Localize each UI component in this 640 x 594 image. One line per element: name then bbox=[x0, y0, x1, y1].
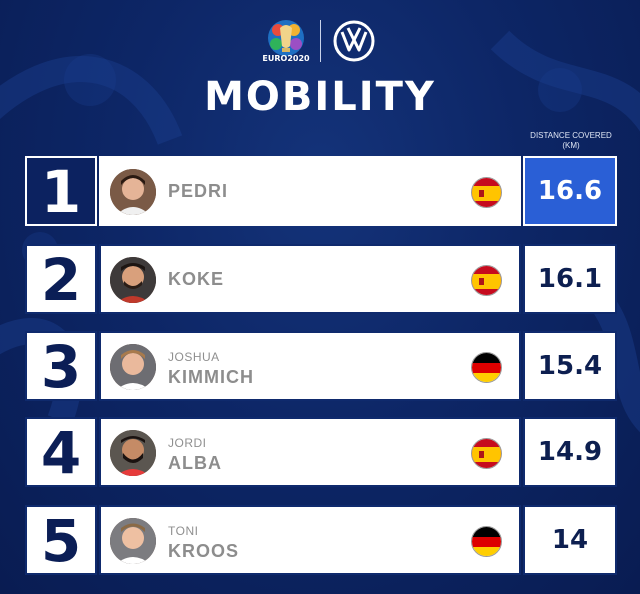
euro2020-trophy-icon bbox=[268, 20, 304, 56]
player-last-name: KIMMICH bbox=[168, 367, 254, 387]
player-last-name: KOKE bbox=[168, 269, 225, 289]
distance-value: 16.6 bbox=[537, 176, 603, 206]
player-last-name: ALBA bbox=[168, 453, 222, 473]
leaderboard-row: 4 JORDI ALBA 14.9 bbox=[23, 415, 619, 489]
player-first-name: JOSHUA bbox=[168, 350, 220, 364]
distance-column-label-unit: (KM) bbox=[562, 141, 580, 150]
vw-logo-icon bbox=[333, 20, 375, 62]
germany-flag-icon bbox=[471, 352, 502, 383]
player-cell: TONI KROOS bbox=[99, 505, 521, 575]
rank-cell: 5 bbox=[25, 505, 97, 575]
distance-column-label-main: DISTANCE COVERED bbox=[530, 131, 612, 140]
rank-number: 2 bbox=[40, 246, 82, 314]
page-title: MOBILITY bbox=[204, 74, 436, 120]
euro2020-wordmark: EURO2020 bbox=[262, 54, 310, 63]
distance-column-label: DISTANCE COVERED (KM) bbox=[521, 131, 621, 151]
player-avatar bbox=[110, 169, 156, 215]
rank-number: 5 bbox=[40, 507, 82, 575]
player-first-name: JORDI bbox=[168, 436, 207, 450]
player-avatar bbox=[110, 518, 156, 564]
rank-number: 1 bbox=[40, 158, 82, 226]
leaderboard-row: 3 JOSHUA KIMMICH 15.4 bbox=[23, 329, 619, 403]
player-last-name: PEDRI bbox=[168, 181, 229, 201]
spain-flag-icon bbox=[471, 177, 502, 208]
distance-value: 15.4 bbox=[537, 351, 603, 381]
spain-flag-icon bbox=[471, 265, 502, 296]
rank-cell: 2 bbox=[25, 244, 97, 314]
distance-value: 14 bbox=[551, 525, 589, 555]
rank-number: 3 bbox=[40, 333, 82, 401]
player-first-name: TONI bbox=[168, 524, 199, 538]
rank-number: 4 bbox=[40, 419, 82, 487]
player-avatar bbox=[110, 344, 156, 390]
rank-cell: 1 bbox=[25, 156, 97, 226]
leaderboard-row: 5 TONI KROOS 14 bbox=[23, 503, 619, 577]
player-avatar bbox=[110, 430, 156, 476]
player-last-name: KROOS bbox=[168, 541, 240, 561]
leaderboard-row: 1 PEDRI 16.6 bbox=[23, 154, 619, 228]
player-cell: PEDRI bbox=[99, 156, 521, 226]
distance-cell: 16.6 bbox=[523, 156, 617, 226]
distance-value: 14.9 bbox=[537, 437, 603, 467]
player-cell: JORDI ALBA bbox=[99, 417, 521, 487]
player-avatar bbox=[110, 257, 156, 303]
player-cell: JOSHUA KIMMICH bbox=[99, 331, 521, 401]
leaderboard-row: 2 KOKE 16.1 bbox=[23, 242, 619, 316]
spain-flag-icon bbox=[471, 438, 502, 469]
rank-cell: 4 bbox=[25, 417, 97, 487]
distance-cell: 14 bbox=[523, 505, 617, 575]
rank-cell: 3 bbox=[25, 331, 97, 401]
distance-cell: 16.1 bbox=[523, 244, 617, 314]
player-cell: KOKE bbox=[99, 244, 521, 314]
header: EURO2020 MOBILITY DISTANCE COVERED (KM) bbox=[0, 0, 640, 150]
germany-flag-icon bbox=[471, 526, 502, 557]
distance-cell: 14.9 bbox=[523, 417, 617, 487]
distance-cell: 15.4 bbox=[523, 331, 617, 401]
distance-value: 16.1 bbox=[537, 264, 603, 294]
header-divider bbox=[320, 20, 321, 62]
